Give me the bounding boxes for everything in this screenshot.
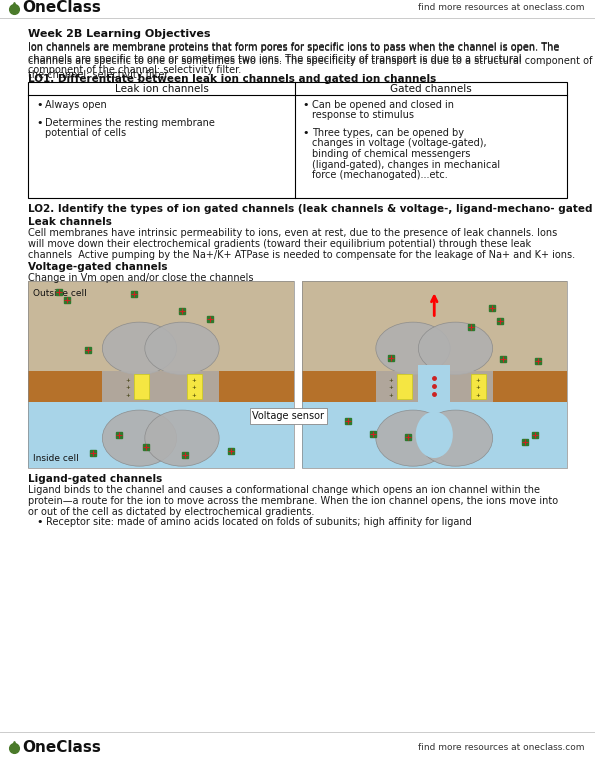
Text: Week 2B Learning Objectives: Week 2B Learning Objectives	[28, 29, 211, 39]
Ellipse shape	[416, 412, 453, 458]
Text: +: +	[475, 377, 480, 383]
Text: component of the channel: selectivity filter.: component of the channel: selectivity fi…	[28, 65, 241, 75]
Text: OneClass: OneClass	[22, 1, 101, 15]
Text: +: +	[388, 393, 393, 398]
Text: find more resources at oneclass.com: find more resources at oneclass.com	[418, 4, 585, 12]
Text: Receptor site: made of amino acids located on folds of subunits; high affinity f: Receptor site: made of amino acids locat…	[46, 517, 472, 527]
Text: force (mechanogated)...etc.: force (mechanogated)...etc.	[312, 170, 448, 180]
Ellipse shape	[418, 322, 493, 374]
Bar	[302, 281, 567, 468]
Bar	[302, 371, 567, 402]
Text: Always open: Always open	[45, 100, 107, 110]
Text: Outside cell: Outside cell	[33, 289, 87, 298]
Text: will move down their electrochemical gradients (toward their equilibrium potenti: will move down their electrochemical gra…	[28, 239, 531, 249]
Text: potential of cells: potential of cells	[45, 128, 126, 138]
Text: +: +	[388, 377, 393, 383]
Ellipse shape	[102, 322, 177, 374]
Bar	[471, 374, 486, 399]
Bar	[418, 365, 450, 407]
Text: OneClass: OneClass	[22, 741, 101, 755]
Text: Gated channels: Gated channels	[390, 84, 472, 94]
Text: changes in voltage (voltage-gated),: changes in voltage (voltage-gated),	[312, 139, 487, 149]
Text: LO1. Differentiate between leak ion channels and gated ion channels: LO1. Differentiate between leak ion chan…	[28, 74, 436, 84]
Text: Determines the resting membrane: Determines the resting membrane	[45, 118, 215, 128]
Text: Leak ion channels: Leak ion channels	[115, 84, 208, 94]
Text: response to stimulus: response to stimulus	[312, 111, 414, 120]
Text: •: •	[36, 118, 42, 128]
Text: +: +	[388, 385, 393, 390]
Text: Inside cell: Inside cell	[33, 454, 79, 463]
Text: Voltage sensor: Voltage sensor	[252, 410, 324, 420]
Text: Change in Vm open and/or close the channels: Change in Vm open and/or close the chann…	[28, 273, 253, 283]
Text: (ligand-gated), changes in mechanical: (ligand-gated), changes in mechanical	[312, 159, 500, 169]
Text: •: •	[36, 517, 42, 527]
Text: find more resources at oneclass.com: find more resources at oneclass.com	[418, 744, 585, 752]
Text: +: +	[192, 377, 196, 383]
Text: Voltage-gated channels: Voltage-gated channels	[28, 262, 168, 272]
Text: •: •	[302, 100, 308, 110]
Text: binding of chemical messengers: binding of chemical messengers	[312, 149, 471, 159]
Text: +: +	[192, 393, 196, 398]
Text: Three types, can be opened by: Three types, can be opened by	[312, 128, 464, 138]
Text: +: +	[125, 385, 130, 390]
Text: +: +	[475, 385, 480, 390]
Ellipse shape	[102, 410, 177, 466]
Bar	[28, 371, 293, 402]
Bar	[187, 374, 202, 399]
Bar	[28, 281, 293, 371]
Text: channels are specific to one or sometimes two ions. The specificity of transport: channels are specific to one or sometime…	[28, 54, 522, 64]
Bar	[134, 374, 149, 399]
Text: Leak channels: Leak channels	[28, 217, 112, 227]
Ellipse shape	[145, 410, 219, 466]
Text: channels  Active pumping by the Na+/K+ ATPase is needed to compensate for the le: channels Active pumping by the Na+/K+ AT…	[28, 250, 575, 260]
Bar	[302, 281, 567, 371]
Text: Ligand binds to the channel and causes a conformational change which opens an io: Ligand binds to the channel and causes a…	[28, 485, 540, 495]
Text: Can be opened and closed in: Can be opened and closed in	[312, 100, 454, 110]
Text: protein—a route for the ion to move across the membrane. When the ion channel op: protein—a route for the ion to move acro…	[28, 496, 558, 506]
Text: Ion channels are membrane proteins that form pores for specific ions to pass whe: Ion channels are membrane proteins that …	[28, 42, 593, 80]
Text: Ligand-gated channels: Ligand-gated channels	[28, 474, 162, 484]
Bar	[376, 371, 493, 402]
Text: Cell membranes have intrinsic permeability to ions, even at rest, due to the pre: Cell membranes have intrinsic permeabili…	[28, 228, 558, 238]
Text: +: +	[125, 393, 130, 398]
Ellipse shape	[418, 410, 493, 466]
Text: +: +	[475, 393, 480, 398]
Bar	[28, 281, 293, 468]
Text: or out of the cell as dictated by electrochemical gradients.: or out of the cell as dictated by electr…	[28, 507, 314, 517]
Bar	[397, 374, 412, 399]
Bar	[28, 402, 293, 468]
Text: +: +	[192, 385, 196, 390]
Ellipse shape	[376, 322, 450, 374]
Ellipse shape	[376, 410, 450, 466]
Text: •: •	[302, 128, 308, 138]
Text: Ion channels are membrane proteins that form pores for specific ions to pass whe: Ion channels are membrane proteins that …	[28, 43, 559, 53]
Bar	[28, 82, 567, 198]
Text: +: +	[125, 377, 130, 383]
Bar	[302, 402, 567, 468]
Text: •: •	[36, 100, 42, 110]
Ellipse shape	[145, 322, 219, 374]
Text: LO2. Identify the types of ion gated channels (leak channels & voltage-, ligand-: LO2. Identify the types of ion gated cha…	[28, 204, 595, 214]
Bar	[102, 371, 219, 402]
